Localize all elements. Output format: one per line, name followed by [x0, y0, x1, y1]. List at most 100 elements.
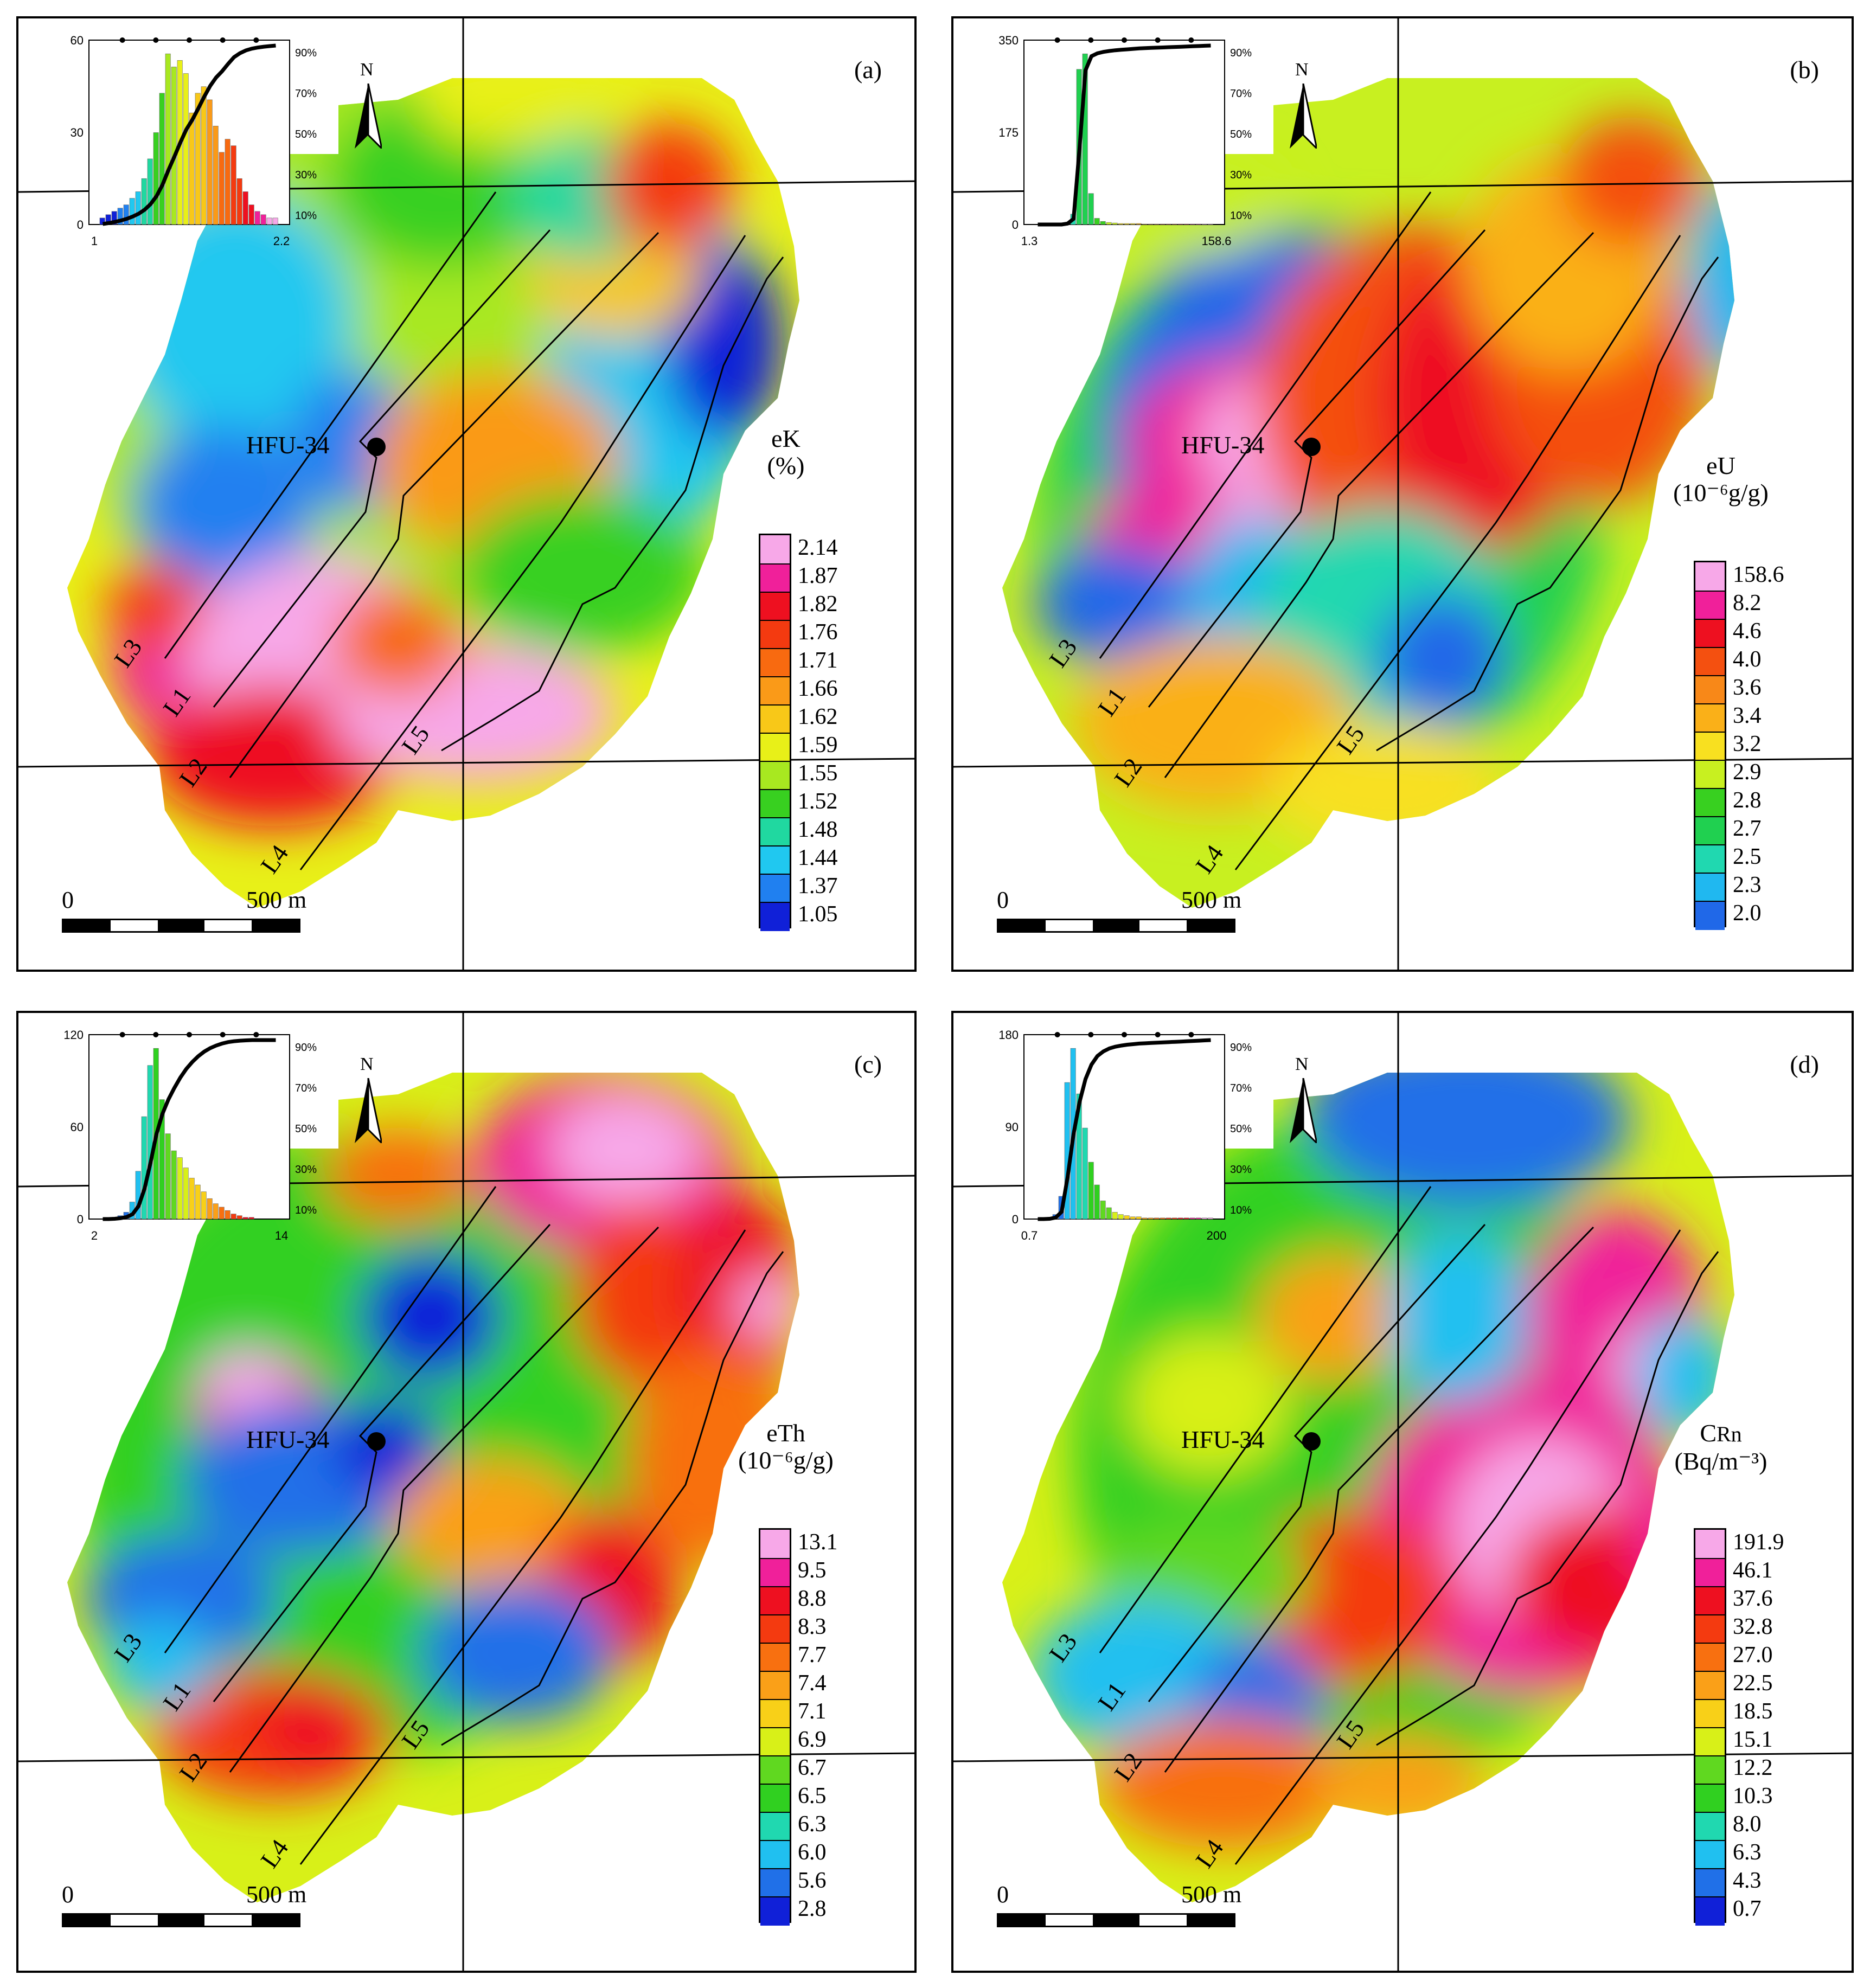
- histogram-bar: [1082, 1127, 1088, 1220]
- raster-anomaly: [1306, 1073, 1631, 1208]
- histogram-bar: [159, 1099, 165, 1220]
- legend-swatch: [760, 1643, 790, 1672]
- legend-variable: eK: [737, 425, 835, 452]
- legend-swatch: [1695, 816, 1725, 845]
- legend-swatch: [760, 592, 790, 621]
- profile-line-l2: [1164, 1226, 1594, 1773]
- histogram-bar: [129, 198, 135, 225]
- legend-swatch: [1695, 703, 1725, 733]
- histogram-y-tick: 90: [1006, 1120, 1019, 1134]
- histogram-bar: [1100, 1201, 1106, 1220]
- raster-anomaly: [550, 1094, 702, 1203]
- north-arrow-icon: N: [1290, 60, 1318, 151]
- scale-length-label: 500 m: [1181, 887, 1242, 913]
- raster-anomaly: [1257, 1252, 1409, 1382]
- legend-title: eTh (10⁻⁶g/g): [737, 1420, 835, 1474]
- legend-unit: (10⁻⁶g/g): [738, 1446, 834, 1474]
- well-point-label: HFU-34: [246, 431, 330, 459]
- legend-value: 18.5: [1733, 1699, 1773, 1724]
- histogram-bar: [1136, 1216, 1142, 1220]
- scale-length-label: 500 m: [246, 1881, 307, 1908]
- profile-line-l1: [213, 1223, 551, 1702]
- histogram-bar: [1100, 221, 1106, 225]
- scale-bar-segment: [998, 920, 1046, 931]
- histogram-bar: [183, 73, 189, 225]
- cumulative-curve: [102, 43, 276, 226]
- histogram-percent-tick: 90%: [295, 47, 317, 59]
- legend-swatch: [760, 563, 790, 593]
- raster-anomaly: [1029, 1599, 1246, 1750]
- map-panel-b: L3 L1 L2 L4 L5 HFU-34 (b) N 0 500 m eU (10⁻⁶g/g) 158…: [951, 16, 1854, 972]
- scale-bar-segment: [1139, 920, 1187, 931]
- raster-anomaly: [322, 1127, 474, 1224]
- histogram-bar: [1160, 223, 1165, 225]
- histogram-bar: [171, 67, 177, 225]
- legend-value: 8.0: [1733, 1812, 1762, 1837]
- histogram-bar: [219, 1207, 225, 1220]
- legend-value: 2.3: [1733, 873, 1762, 897]
- profile-line-l2: [1164, 232, 1594, 778]
- legend-swatch: [760, 620, 790, 649]
- histogram-bar: [165, 1133, 171, 1220]
- histogram-bar: [230, 145, 236, 225]
- legend-value: 8.3: [798, 1614, 827, 1639]
- histogram-bar: [123, 204, 129, 225]
- well-point-label: HFU-34: [1181, 431, 1265, 459]
- histogram-bar: [272, 217, 278, 225]
- raster-anomaly: [1100, 1718, 1349, 1848]
- histogram-bar: [213, 126, 219, 225]
- well-point-marker: [1302, 1432, 1321, 1451]
- profile-line-l2: [229, 1226, 659, 1773]
- scale-zero-label: 0: [62, 887, 74, 913]
- histogram-y-tick: 0: [1012, 218, 1019, 232]
- histogram-x-max: 14: [275, 1229, 288, 1242]
- histogram-bar: [1177, 1217, 1183, 1220]
- histogram-bar: [1088, 1162, 1094, 1220]
- raster-anomaly: [1035, 544, 1197, 664]
- legend-swatch: [760, 1896, 790, 1926]
- histogram-percent-tick: 90%: [1230, 1042, 1252, 1054]
- profile-line-l1: [213, 229, 551, 708]
- scale-bar-segment: [1092, 920, 1140, 931]
- legend-value: 3.2: [1733, 732, 1762, 756]
- legend-value: 7.4: [798, 1671, 827, 1696]
- cumulative-curve: [1038, 43, 1211, 227]
- raster-anomaly: [393, 1458, 588, 1588]
- histogram-bar: [141, 178, 147, 225]
- histogram-inset: 60 30 0 1 2.2 90% 70% 50% 30% 10%: [51, 29, 333, 268]
- legend-swatch: [1695, 1558, 1725, 1587]
- histogram-x-min: 1.3: [1021, 234, 1038, 248]
- histogram-inset: 180 90 0 0.7 200 90% 70% 50% 30% 10%: [986, 1024, 1268, 1262]
- map-panel-d: L3 L1 L2 L4 L5 HFU-34 (d) N 0 500 m CRn (Bq/m⁻³) 191…: [951, 1011, 1854, 1973]
- histogram-percent-tick: 10%: [295, 1204, 317, 1216]
- legend-swatch: [760, 1699, 790, 1728]
- histogram-bar: [1171, 223, 1177, 225]
- raster-anomaly: [360, 1252, 501, 1382]
- legend-value: 6.0: [798, 1840, 827, 1865]
- histogram-bar: [1118, 1214, 1124, 1220]
- legend-value: 4.3: [1733, 1868, 1762, 1893]
- legend-variable-text: eU: [1706, 452, 1735, 479]
- scale-bar: [62, 1913, 300, 1927]
- legend-swatch: [1695, 901, 1725, 930]
- histogram-bar: [1136, 223, 1142, 225]
- raster-anomaly: [333, 1398, 441, 1496]
- histogram-bar: [207, 1198, 213, 1220]
- histogram-percent-tick: 30%: [295, 169, 317, 181]
- legend-color-scale: [759, 1528, 791, 1926]
- legend-swatch: [1695, 1671, 1725, 1700]
- histogram-bar: [147, 1065, 153, 1220]
- scale-bar-segment: [252, 1915, 299, 1926]
- legend-value: 0.7: [1733, 1896, 1762, 1921]
- histogram-percent-tick: 50%: [295, 1123, 317, 1135]
- legend-value: 2.7: [1733, 816, 1762, 841]
- histogram-bar: [189, 112, 195, 225]
- histogram-bar: [242, 1217, 248, 1220]
- raster-anomaly: [333, 588, 463, 696]
- raster-anomaly: [203, 1349, 290, 1414]
- histogram-y-tick: 120: [63, 1028, 84, 1042]
- histogram-bar: [153, 132, 159, 225]
- histogram-bar: [1165, 1217, 1171, 1220]
- profile-line-l5: [441, 1251, 784, 1746]
